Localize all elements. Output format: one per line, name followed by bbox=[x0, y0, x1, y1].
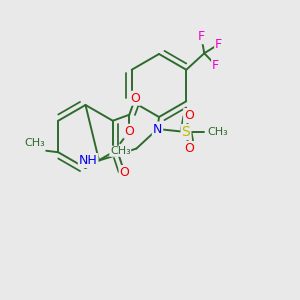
Text: CH₃: CH₃ bbox=[24, 138, 45, 148]
Text: O: O bbox=[184, 142, 194, 155]
Text: O: O bbox=[124, 125, 134, 138]
Text: NH: NH bbox=[79, 154, 98, 167]
Text: S: S bbox=[182, 125, 190, 139]
Text: CH₃: CH₃ bbox=[110, 146, 131, 156]
Text: CH₃: CH₃ bbox=[207, 127, 228, 137]
Text: N: N bbox=[153, 122, 162, 136]
Text: F: F bbox=[215, 38, 222, 51]
Text: F: F bbox=[212, 59, 219, 72]
Text: O: O bbox=[130, 92, 140, 105]
Text: O: O bbox=[184, 109, 194, 122]
Text: F: F bbox=[198, 30, 205, 43]
Text: O: O bbox=[120, 166, 129, 179]
